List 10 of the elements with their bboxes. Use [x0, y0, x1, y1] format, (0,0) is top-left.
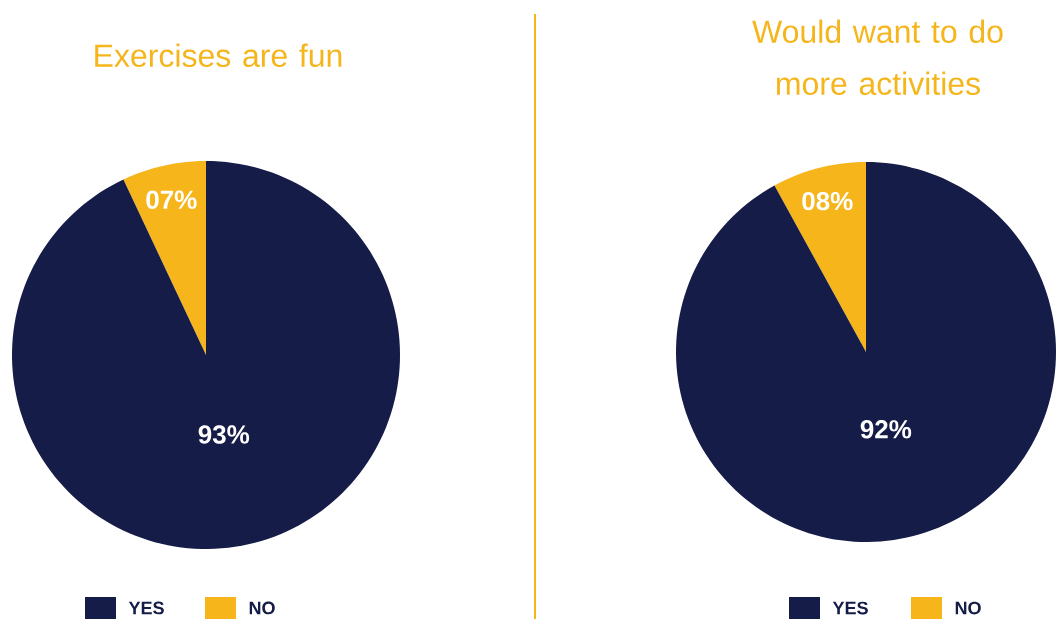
data-label: 92%	[860, 420, 912, 439]
legend-label: NO	[955, 601, 981, 615]
data-label: 08%	[802, 191, 853, 211]
chart-title: Exercises are fun	[95, 43, 342, 68]
chart-title: Would want to do more activities	[752, 19, 1003, 96]
data-label: 07%	[146, 190, 197, 209]
legend-label: YES	[832, 601, 868, 615]
data-label: 93%	[198, 425, 250, 444]
legend-label: YES	[128, 601, 164, 615]
legend-label: NO	[249, 601, 275, 615]
